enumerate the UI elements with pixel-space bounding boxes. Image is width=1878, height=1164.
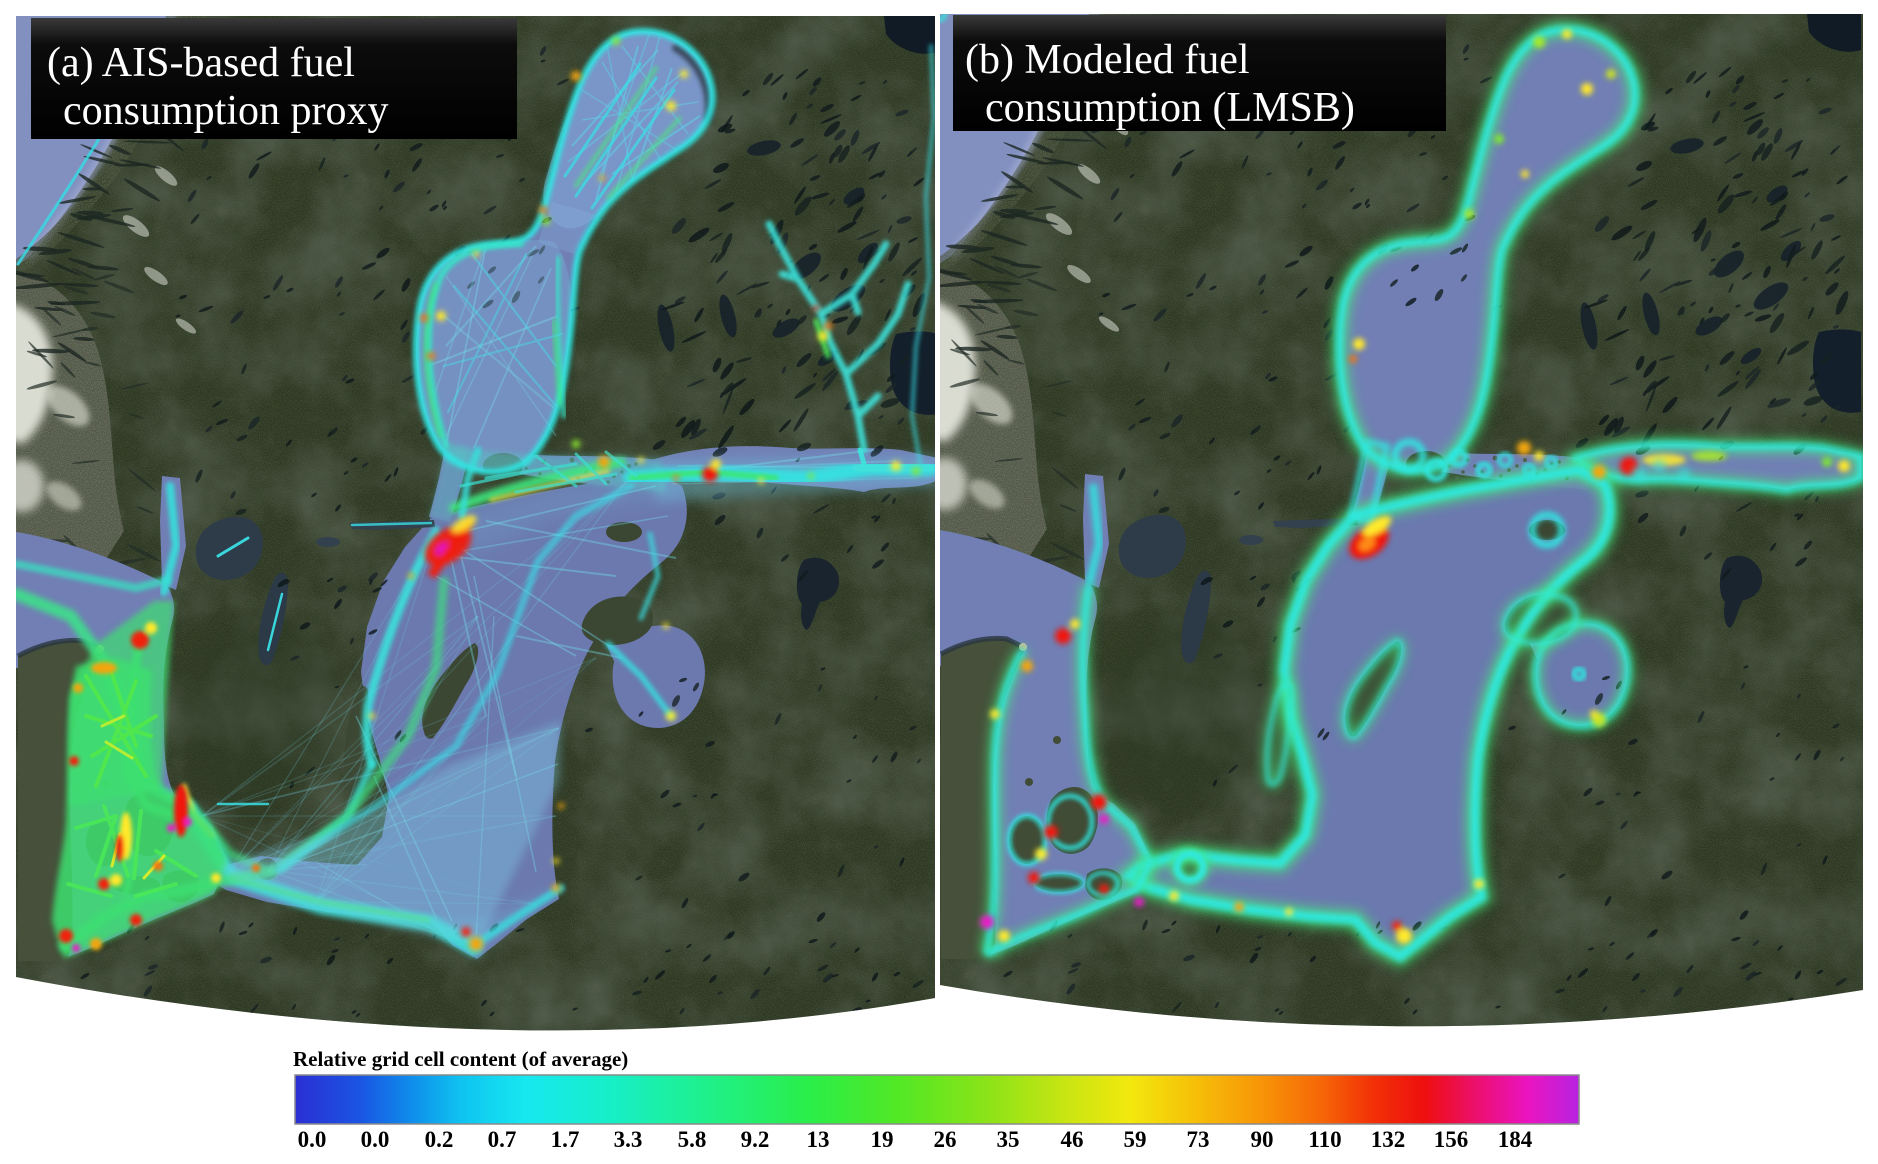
svg-text:59: 59 xyxy=(1124,1127,1147,1152)
svg-text:1.7: 1.7 xyxy=(551,1127,580,1152)
svg-text:46: 46 xyxy=(1061,1127,1084,1152)
svg-text:consumption (LMSB): consumption (LMSB) xyxy=(985,85,1355,131)
svg-text:90: 90 xyxy=(1251,1127,1274,1152)
svg-text:156: 156 xyxy=(1434,1127,1469,1152)
svg-text:35: 35 xyxy=(997,1127,1020,1152)
svg-text:13: 13 xyxy=(807,1127,830,1152)
svg-text:0.0: 0.0 xyxy=(361,1127,390,1152)
svg-text:(b) Modeled fuel: (b) Modeled fuel xyxy=(965,37,1250,83)
svg-text:19: 19 xyxy=(871,1127,894,1152)
svg-text:0.7: 0.7 xyxy=(488,1127,517,1152)
svg-text:consumption proxy: consumption proxy xyxy=(63,88,388,134)
svg-text:3.3: 3.3 xyxy=(614,1127,643,1152)
svg-text:73: 73 xyxy=(1187,1127,1210,1152)
svg-text:132: 132 xyxy=(1371,1127,1406,1152)
svg-text:0.2: 0.2 xyxy=(425,1127,454,1152)
svg-text:184: 184 xyxy=(1498,1127,1533,1152)
svg-text:110: 110 xyxy=(1308,1127,1341,1152)
svg-text:(a) AIS-based fuel: (a) AIS-based fuel xyxy=(47,40,355,86)
svg-text:Relative grid cell content (of: Relative grid cell content (of average) xyxy=(293,1047,628,1071)
svg-text:0.0: 0.0 xyxy=(298,1127,327,1152)
svg-text:26: 26 xyxy=(934,1127,957,1152)
svg-text:5.8: 5.8 xyxy=(678,1127,707,1152)
svg-text:9.2: 9.2 xyxy=(741,1127,770,1152)
